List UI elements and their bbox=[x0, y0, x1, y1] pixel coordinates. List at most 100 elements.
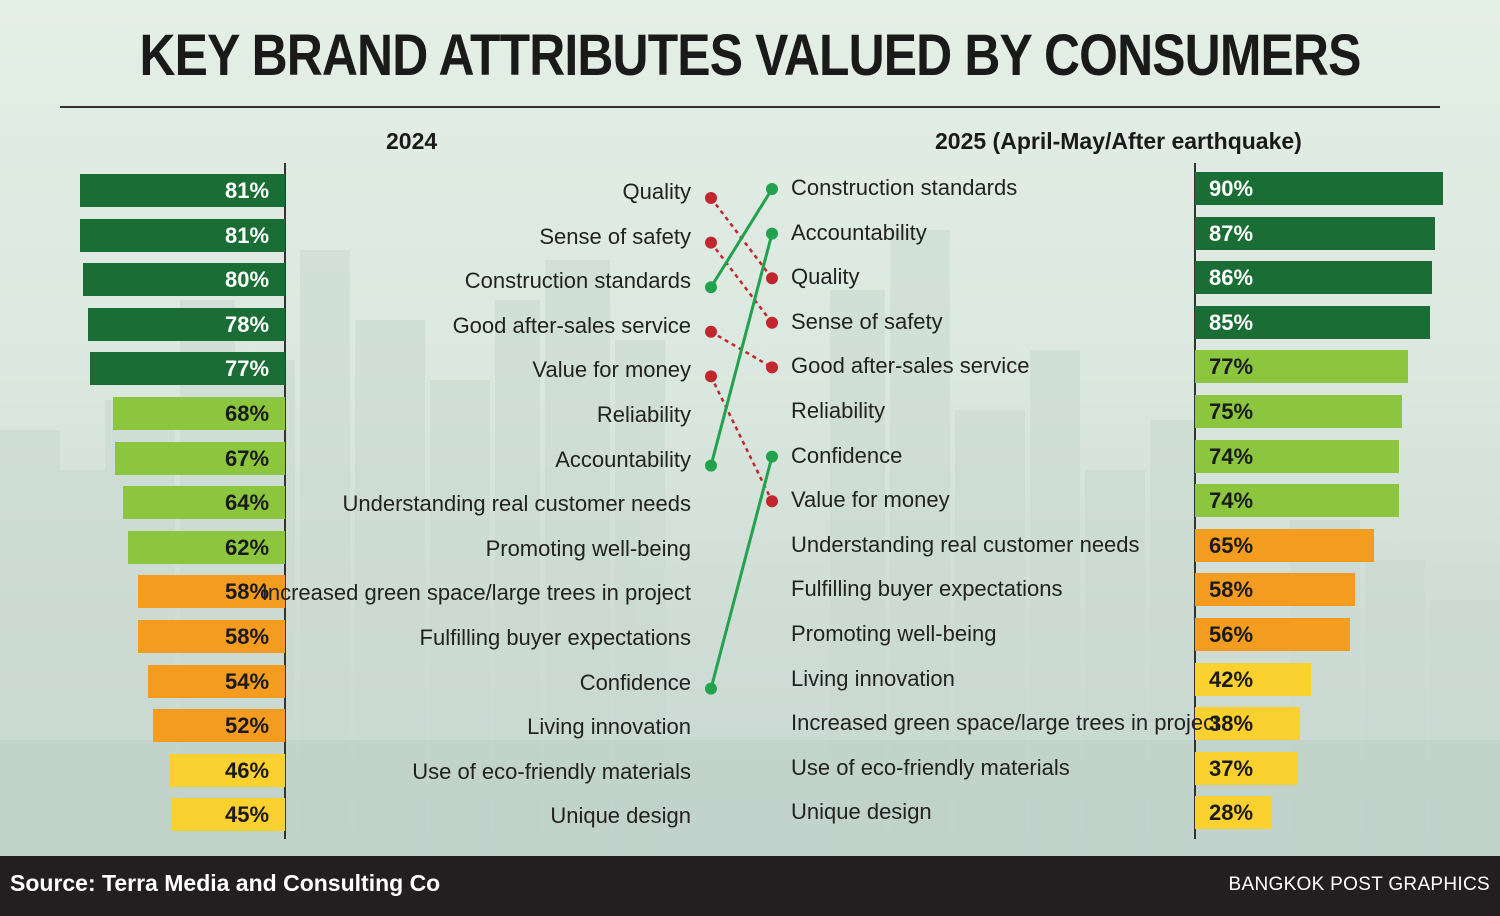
right-attribute-label: Sense of safety bbox=[791, 308, 943, 334]
left-attribute-label: Confidence bbox=[579, 669, 691, 695]
right-bar-value: 75% bbox=[1209, 399, 1254, 424]
left-attribute-label: Accountability bbox=[555, 446, 691, 472]
connector-dot bbox=[766, 272, 778, 285]
left-bar bbox=[138, 620, 285, 653]
right-bar-value: 74% bbox=[1209, 443, 1254, 469]
right-bar-value: 38% bbox=[1209, 711, 1254, 737]
right-attribute-label: Construction standards bbox=[791, 175, 1018, 200]
connector-dot bbox=[705, 325, 717, 338]
left-bar bbox=[148, 664, 285, 698]
connector-dot bbox=[705, 459, 717, 472]
left-bar bbox=[168, 753, 285, 787]
connector-line bbox=[709, 456, 774, 689]
right-bar bbox=[1195, 751, 1298, 785]
right-bar-value: 28% bbox=[1209, 800, 1254, 826]
right-attribute-label: Promoting well-being bbox=[791, 621, 997, 646]
connector-dot bbox=[766, 450, 778, 463]
connector-line bbox=[709, 233, 774, 466]
right-bar bbox=[1195, 618, 1350, 651]
left-bar bbox=[115, 441, 285, 475]
left-attribute-label: Living innovation bbox=[527, 714, 691, 740]
right-bar bbox=[1195, 796, 1273, 830]
right-attribute-label: Accountability bbox=[791, 219, 927, 245]
connector-dot bbox=[705, 236, 717, 249]
left-attribute-label: Sense of safety bbox=[539, 223, 691, 249]
footer-bar bbox=[0, 856, 1500, 916]
right-year-label: 2025 (April-May/After earthquake) bbox=[935, 128, 1302, 154]
left-bar bbox=[153, 709, 285, 743]
right-attribute-label: Unique design bbox=[791, 799, 932, 825]
right-bar bbox=[1195, 395, 1402, 428]
left-bar-value: 58% bbox=[225, 624, 270, 649]
right-bar bbox=[1195, 172, 1444, 205]
left-bar-value: 67% bbox=[225, 445, 270, 471]
right-attribute-label: Good after-sales service bbox=[791, 353, 1030, 379]
right-bar-value: 56% bbox=[1209, 622, 1254, 647]
connector-dot bbox=[705, 192, 717, 204]
left-attribute-label: Fulfilling buyer expectations bbox=[419, 625, 691, 650]
left-attribute-label: Quality bbox=[622, 179, 691, 204]
left-year-label: 2024 bbox=[386, 128, 438, 154]
left-bar-value: 81% bbox=[225, 222, 270, 248]
left-bar bbox=[82, 263, 285, 297]
left-attribute-label: Understanding real customer needs bbox=[342, 491, 691, 517]
right-bar-value: 85% bbox=[1209, 309, 1254, 335]
left-attribute-label: Construction standards bbox=[464, 268, 691, 294]
left-bar-value: 64% bbox=[225, 490, 270, 516]
right-bar-value: 90% bbox=[1209, 176, 1254, 201]
right-attribute-label: Reliability bbox=[791, 398, 886, 423]
left-bar-value: 52% bbox=[225, 713, 270, 739]
right-bar-value: 65% bbox=[1209, 532, 1254, 558]
right-bar bbox=[1195, 528, 1375, 562]
left-bar bbox=[87, 307, 285, 341]
connector-dot bbox=[766, 361, 778, 374]
right-attribute-label: Use of eco-friendly materials bbox=[791, 754, 1070, 780]
right-bar-value: 74% bbox=[1209, 488, 1254, 514]
connector-dot bbox=[705, 370, 717, 383]
right-bar-value: 58% bbox=[1209, 577, 1254, 603]
left-attribute-label: Value for money bbox=[532, 357, 691, 383]
graphics-credit: BANGKOK POST GRAPHICS bbox=[1228, 874, 1490, 895]
connector-line bbox=[710, 241, 773, 324]
left-bar-value: 54% bbox=[225, 668, 270, 694]
right-attribute-label: Living innovation bbox=[791, 665, 955, 691]
right-attribute-label: Understanding real customer needs bbox=[791, 531, 1140, 557]
left-bar bbox=[171, 798, 285, 832]
right-bar bbox=[1195, 707, 1300, 741]
connector-dot bbox=[705, 281, 717, 294]
right-bar-value: 87% bbox=[1209, 220, 1254, 246]
left-attribute-label: Promoting well-being bbox=[485, 535, 691, 561]
right-bar-value: 37% bbox=[1209, 755, 1254, 781]
right-bar bbox=[1195, 573, 1356, 607]
left-bar-value: 58% bbox=[225, 579, 270, 605]
right-bar bbox=[1195, 350, 1408, 384]
right-attribute-label: Increased green space/large trees in pro… bbox=[791, 710, 1221, 736]
chart-title: KEY BRAND ATTRIBUTES VALUED BY CONSUMERS bbox=[139, 23, 1361, 88]
right-bar-value: 86% bbox=[1209, 265, 1254, 291]
left-bar bbox=[80, 174, 285, 207]
connector-dot bbox=[766, 495, 778, 508]
left-bar-value: 78% bbox=[225, 311, 270, 337]
left-bar-value: 77% bbox=[225, 356, 270, 382]
left-bar bbox=[90, 352, 285, 386]
left-bar bbox=[112, 397, 285, 430]
left-bar bbox=[123, 486, 285, 520]
left-bar-value: 46% bbox=[225, 757, 270, 783]
right-bar bbox=[1195, 484, 1400, 518]
connector-dot bbox=[766, 227, 778, 240]
left-bar-value: 68% bbox=[225, 401, 270, 426]
left-bar-value: 62% bbox=[225, 534, 270, 560]
left-bar-value: 80% bbox=[225, 267, 270, 293]
right-bar-value: 77% bbox=[1209, 354, 1254, 380]
connector-line bbox=[709, 188, 774, 288]
connector-dot bbox=[766, 183, 778, 195]
left-bar-value: 45% bbox=[225, 802, 270, 828]
right-bar-value: 42% bbox=[1209, 666, 1254, 692]
connector-dot bbox=[766, 316, 778, 329]
right-bar bbox=[1195, 662, 1311, 696]
left-bar-value: 81% bbox=[225, 178, 270, 203]
left-axis-line bbox=[284, 163, 286, 839]
right-bar bbox=[1195, 261, 1433, 295]
source-note: Source: Terra Media and Consulting Co bbox=[10, 870, 441, 896]
